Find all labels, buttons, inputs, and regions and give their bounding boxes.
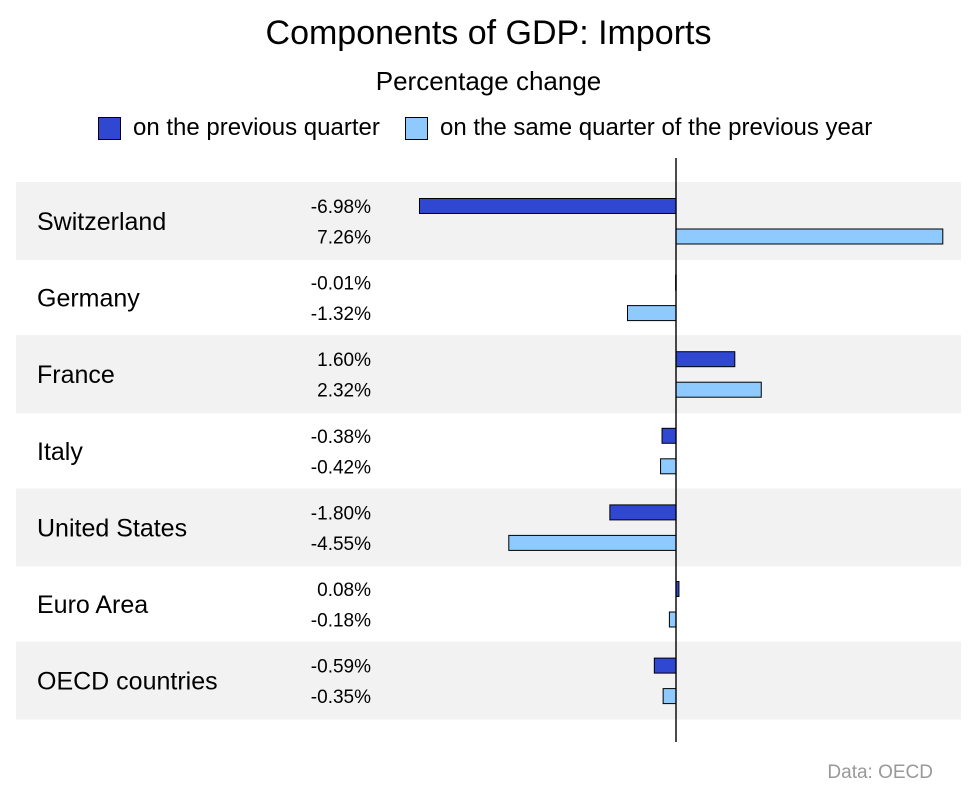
value-label-germany-series-0: -0.01%: [311, 274, 371, 295]
bar-oecd-countries-series-1: [662, 688, 677, 705]
legend-swatch-previous-quarter: [98, 116, 121, 140]
value-label-italy-series-0: -0.38%: [311, 427, 371, 448]
row-band-switzerland: [16, 182, 961, 260]
value-label-euro-area-series-1: -0.18%: [311, 611, 371, 632]
chart-subtitle: Percentage change: [375, 66, 602, 96]
legend-label-previous-year: on the same quarter of the previous year: [440, 114, 873, 141]
bar-united-states-series-1: [508, 534, 677, 551]
bar-italy-series-1: [660, 458, 677, 475]
legend-label-previous-quarter: on the previous quarter: [133, 114, 380, 141]
category-label-france: France: [37, 361, 115, 389]
category-label-united-states: United States: [37, 514, 187, 542]
legend-item-previous-quarter: on the previous quarter: [98, 114, 380, 142]
category-label-italy: Italy: [37, 438, 83, 466]
legend-swatch-previous-year: [405, 116, 428, 140]
value-label-oecd-countries-series-1: -0.35%: [311, 687, 371, 708]
value-label-euro-area-series-0: 0.08%: [317, 580, 371, 601]
source-note: Data: OECD: [827, 762, 933, 783]
category-label-switzerland: Switzerland: [37, 208, 166, 236]
value-label-oecd-countries-series-0: -0.59%: [311, 657, 371, 678]
value-label-united-states-series-0: -1.80%: [311, 503, 371, 524]
bar-euro-area-series-1: [668, 611, 677, 628]
legend-item-previous-year: on the same quarter of the previous year: [405, 114, 872, 142]
value-label-germany-series-1: -1.32%: [311, 304, 371, 325]
chart-title: Components of GDP: Imports: [265, 14, 712, 52]
value-label-switzerland-series-1: 7.26%: [317, 228, 371, 249]
bar-switzerland-series-1: [675, 228, 944, 245]
row-band-france: [16, 335, 961, 414]
value-label-france-series-0: 1.60%: [317, 350, 371, 371]
value-label-france-series-1: 2.32%: [317, 381, 371, 402]
bar-italy-series-0: [661, 427, 677, 444]
row-band-oecd-countries: [16, 641, 961, 720]
value-label-switzerland-series-0: -6.98%: [311, 197, 371, 218]
legend: on the previous quarter on the same quar…: [0, 114, 977, 148]
category-label-germany: Germany: [37, 285, 140, 313]
value-label-italy-series-1: -0.42%: [311, 457, 371, 478]
bar-united-states-series-0: [609, 504, 677, 521]
row-band-united-states: [16, 488, 961, 567]
bar-oecd-countries-series-0: [653, 657, 677, 674]
category-label-euro-area: Euro Area: [37, 591, 148, 619]
bar-germany-series-1: [626, 305, 677, 322]
bar-switzerland-series-0: [418, 198, 677, 214]
bar-france-series-0: [675, 351, 736, 368]
bar-france-series-1: [675, 381, 762, 398]
category-label-oecd-countries: OECD countries: [37, 668, 218, 696]
value-label-united-states-series-1: -4.55%: [311, 534, 371, 555]
